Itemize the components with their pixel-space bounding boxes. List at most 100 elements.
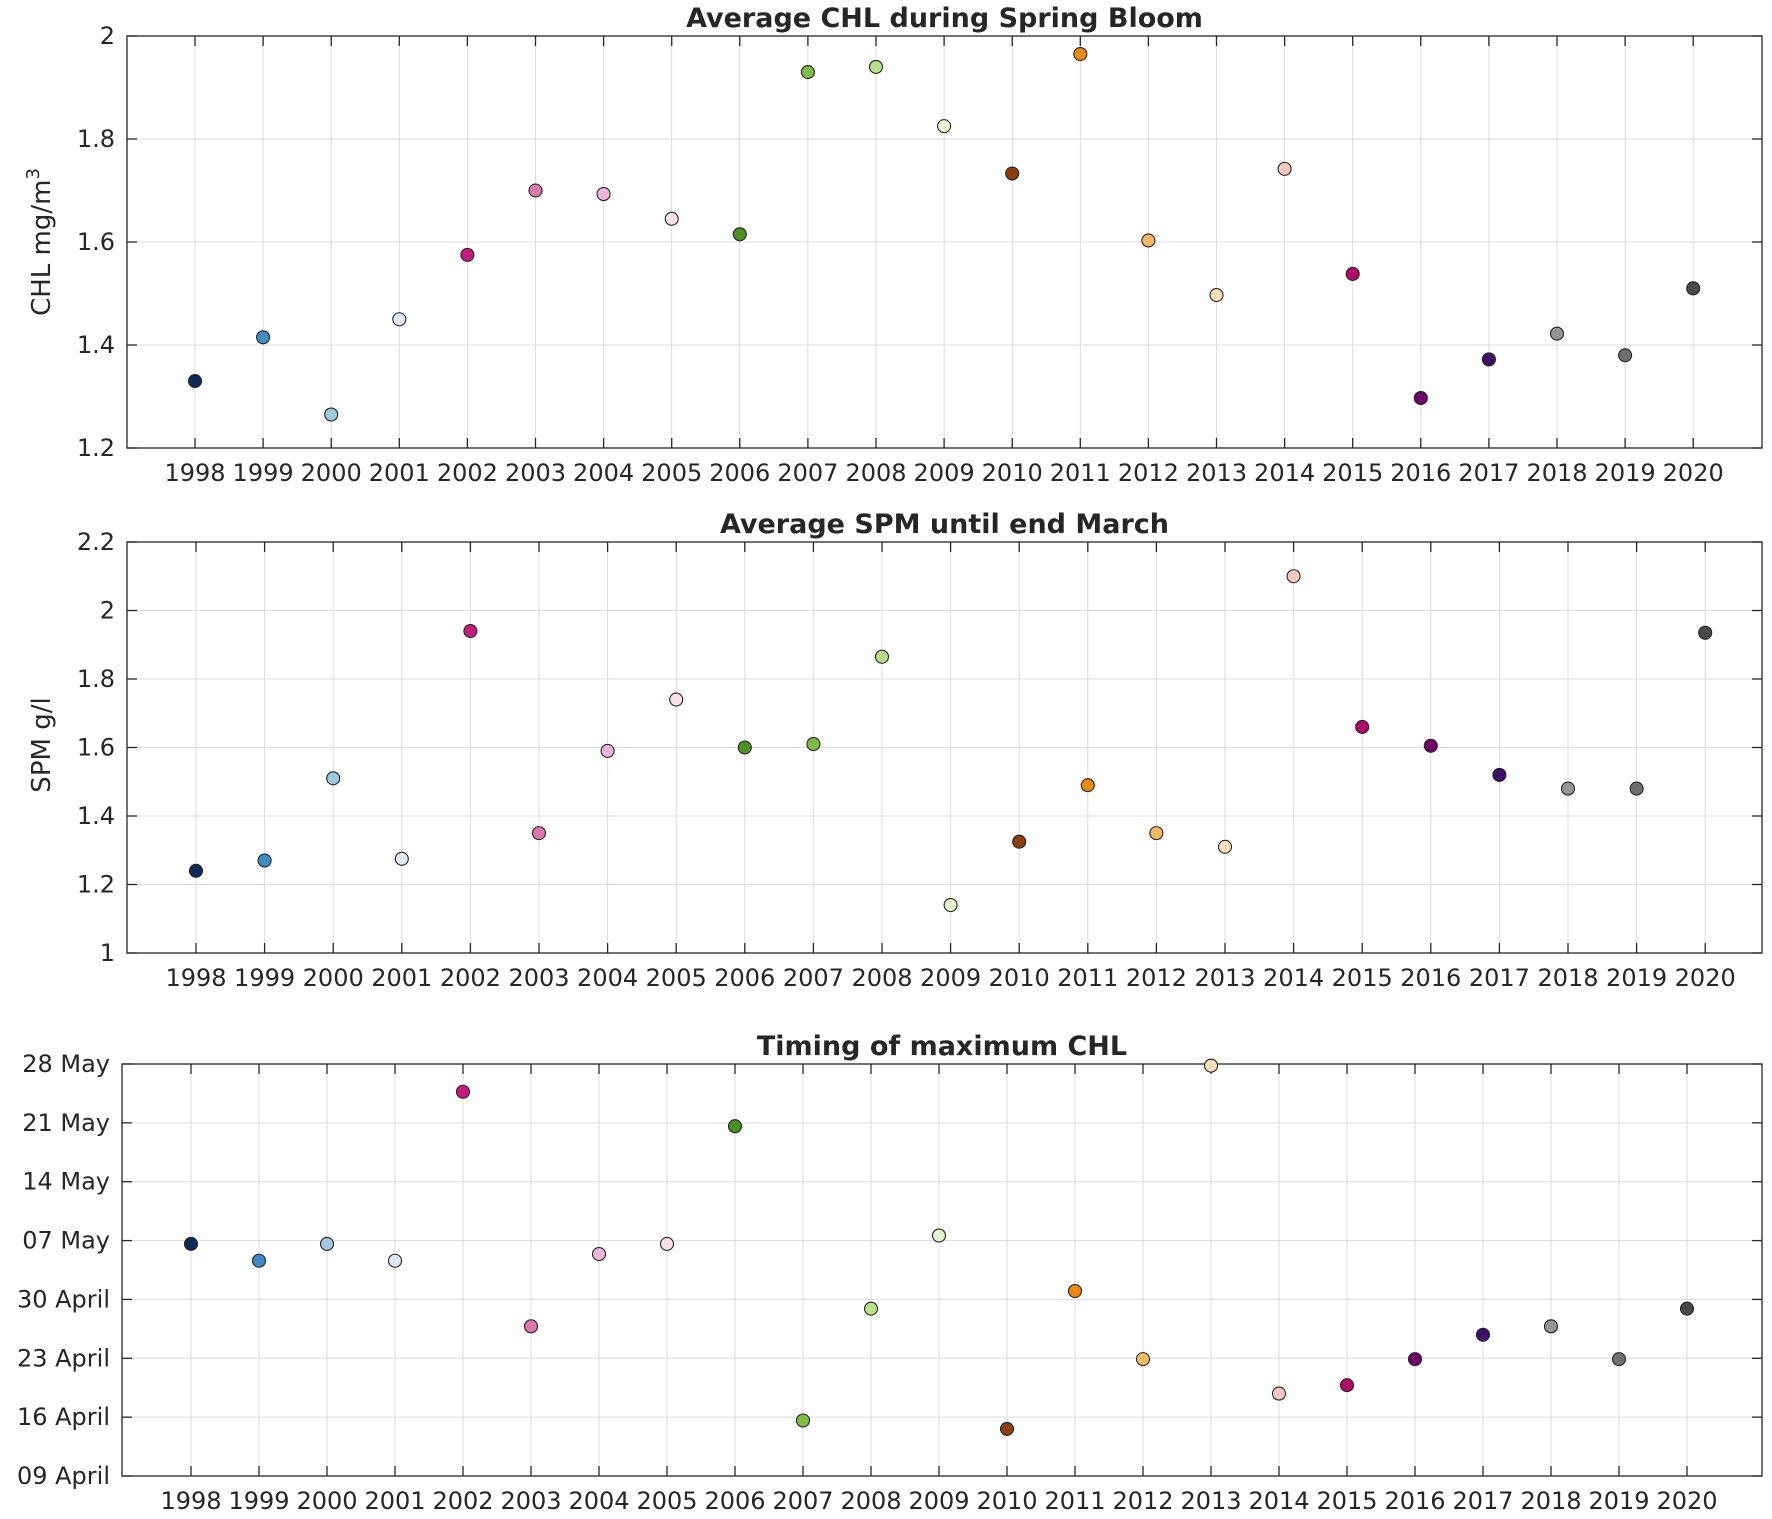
chl-point-2018 bbox=[1549, 326, 1565, 341]
spm-xtick-label: 2016 bbox=[1400, 964, 1461, 992]
timing-xtick-label: 2016 bbox=[1384, 1487, 1445, 1514]
spm-xtick-label: 2018 bbox=[1537, 964, 1598, 992]
timing-title: Timing of maximum CHL bbox=[757, 1031, 1127, 1062]
chl-xtick-label: 2019 bbox=[1595, 459, 1656, 487]
chl-point-2020 bbox=[1686, 281, 1701, 296]
spm-point-2011 bbox=[1080, 778, 1095, 793]
chl-xtick-label: 2010 bbox=[982, 459, 1043, 487]
spm-xtick-label: 2010 bbox=[989, 964, 1050, 992]
chl-xtick-label: 2003 bbox=[505, 459, 566, 487]
timing-xtick-label: 2017 bbox=[1452, 1487, 1513, 1514]
timing-point-2015 bbox=[1339, 1378, 1355, 1393]
spm-axes-frame bbox=[126, 541, 1763, 954]
chl-point-2019 bbox=[1618, 348, 1633, 363]
spm-point-2009 bbox=[943, 897, 958, 913]
spm-xtick-label: 2017 bbox=[1469, 964, 1530, 992]
spm-xtick-label: 2006 bbox=[714, 964, 775, 992]
chl-point-2016 bbox=[1413, 390, 1428, 406]
timing-point-2019 bbox=[1611, 1352, 1627, 1367]
timing-point-2003 bbox=[523, 1319, 539, 1334]
spm-ytick-label: 1.8 bbox=[77, 665, 115, 693]
spm-xtick-label: 2003 bbox=[508, 964, 569, 992]
spm-point-2001 bbox=[394, 851, 409, 866]
chl-xtick-label: 2014 bbox=[1254, 459, 1315, 487]
timing-point-2011 bbox=[1067, 1283, 1083, 1299]
timing-ytick-label: 21 May bbox=[22, 1109, 110, 1137]
spm-point-1999 bbox=[257, 853, 272, 868]
timing-ytick-label: 14 May bbox=[22, 1168, 110, 1196]
timing-xtick-label: 2008 bbox=[840, 1487, 901, 1514]
timing-xtick-label: 2014 bbox=[1248, 1487, 1309, 1514]
timing-xtick-label: 2009 bbox=[908, 1487, 969, 1514]
chl-xtick-label: 2013 bbox=[1186, 459, 1247, 487]
chl-point-1999 bbox=[256, 330, 271, 345]
chl-point-2004 bbox=[596, 187, 611, 202]
timing-point-2012 bbox=[1135, 1352, 1151, 1367]
timing-ytick-label: 09 April bbox=[17, 1462, 110, 1490]
spm-xtick-label: 2008 bbox=[851, 964, 912, 992]
timing-ytick-label: 28 May bbox=[22, 1050, 110, 1078]
timing-point-2008 bbox=[863, 1301, 879, 1316]
chl-axes-frame bbox=[126, 35, 1763, 449]
timing-xtick-label: 2002 bbox=[432, 1487, 493, 1514]
spm-point-1998 bbox=[188, 863, 204, 878]
spm-xtick-label: 2009 bbox=[920, 964, 981, 992]
spm-point-2006 bbox=[737, 740, 752, 755]
timing-xtick-label: 2007 bbox=[772, 1487, 833, 1514]
spm-xtick-label: 2019 bbox=[1606, 964, 1667, 992]
spm-xtick-label: 1999 bbox=[234, 964, 295, 992]
timing-ytick-label: 30 April bbox=[17, 1285, 110, 1313]
timing-xtick-label: 2001 bbox=[364, 1487, 425, 1514]
timing-point-2002 bbox=[455, 1084, 471, 1099]
spm-ytick-label: 1.4 bbox=[77, 802, 115, 830]
spm-chart: 1998 1999 2000 2001 2002 2003 2004 2005 2006 2007… bbox=[27, 509, 1763, 992]
spm-ytick-label: 1.6 bbox=[77, 734, 115, 762]
timing-xtick-label: 1998 bbox=[160, 1487, 221, 1514]
chl-xtick-label: 2008 bbox=[845, 459, 906, 487]
spm-xtick-label: 2004 bbox=[577, 964, 638, 992]
chl-ytick-label: 1.2 bbox=[77, 434, 115, 462]
chl-ylabel: CHL mg/m3 bbox=[23, 168, 57, 316]
spm-point-2015 bbox=[1355, 719, 1370, 735]
spm-point-2000 bbox=[326, 771, 341, 786]
timing-point-2007 bbox=[795, 1413, 811, 1428]
timing-point-1998 bbox=[183, 1236, 199, 1251]
chl-xtick-label: 2009 bbox=[914, 459, 975, 487]
timing-ytick-label: 23 April bbox=[17, 1344, 110, 1372]
spm-xtick-label: 2012 bbox=[1126, 964, 1187, 992]
spm-point-2005 bbox=[669, 692, 684, 707]
timing-xtick-label: 2006 bbox=[704, 1487, 765, 1514]
spm-point-2013 bbox=[1217, 839, 1233, 854]
timing-point-2020 bbox=[1679, 1301, 1695, 1316]
timing-xtick-label: 2013 bbox=[1180, 1487, 1241, 1514]
spm-point-2002 bbox=[463, 623, 478, 639]
timing-axes-frame bbox=[121, 1063, 1763, 1477]
spm-xtick-label: 2015 bbox=[1332, 964, 1393, 992]
chl-point-2014 bbox=[1277, 161, 1292, 176]
timing-xtick-label: 2019 bbox=[1588, 1487, 1649, 1514]
chl-point-2002 bbox=[460, 247, 475, 262]
chl-point-1998 bbox=[187, 373, 203, 389]
chl-ytick-label: 2 bbox=[100, 22, 115, 50]
chl-xtick-label: 2005 bbox=[641, 459, 702, 487]
chl-xtick-label: 2007 bbox=[777, 459, 838, 487]
spm-ytick-label: 2 bbox=[100, 597, 115, 625]
spm-point-2007 bbox=[806, 737, 821, 752]
spm-point-2012 bbox=[1149, 826, 1164, 841]
spm-point-2010 bbox=[1012, 834, 1027, 849]
chl-xtick-label: 1998 bbox=[164, 459, 225, 487]
spm-point-2003 bbox=[531, 826, 547, 841]
timing-point-2014 bbox=[1271, 1386, 1287, 1401]
spm-xtick-label: 2013 bbox=[1194, 964, 1255, 992]
timing-xtick-label: 2015 bbox=[1316, 1487, 1377, 1514]
chl-ytick-label: 1.4 bbox=[77, 331, 115, 359]
spm-xtick-label: 2005 bbox=[646, 964, 707, 992]
chl-xtick-label: 2018 bbox=[1526, 459, 1587, 487]
timing-point-2017 bbox=[1475, 1327, 1491, 1342]
spm-point-2016 bbox=[1423, 738, 1438, 753]
chl-point-2006 bbox=[732, 227, 747, 242]
chl-xtick-label: 2017 bbox=[1458, 459, 1519, 487]
chl-point-2007 bbox=[800, 65, 815, 80]
chl-xtick-label: 2012 bbox=[1118, 459, 1179, 487]
spm-point-2020 bbox=[1698, 625, 1713, 640]
